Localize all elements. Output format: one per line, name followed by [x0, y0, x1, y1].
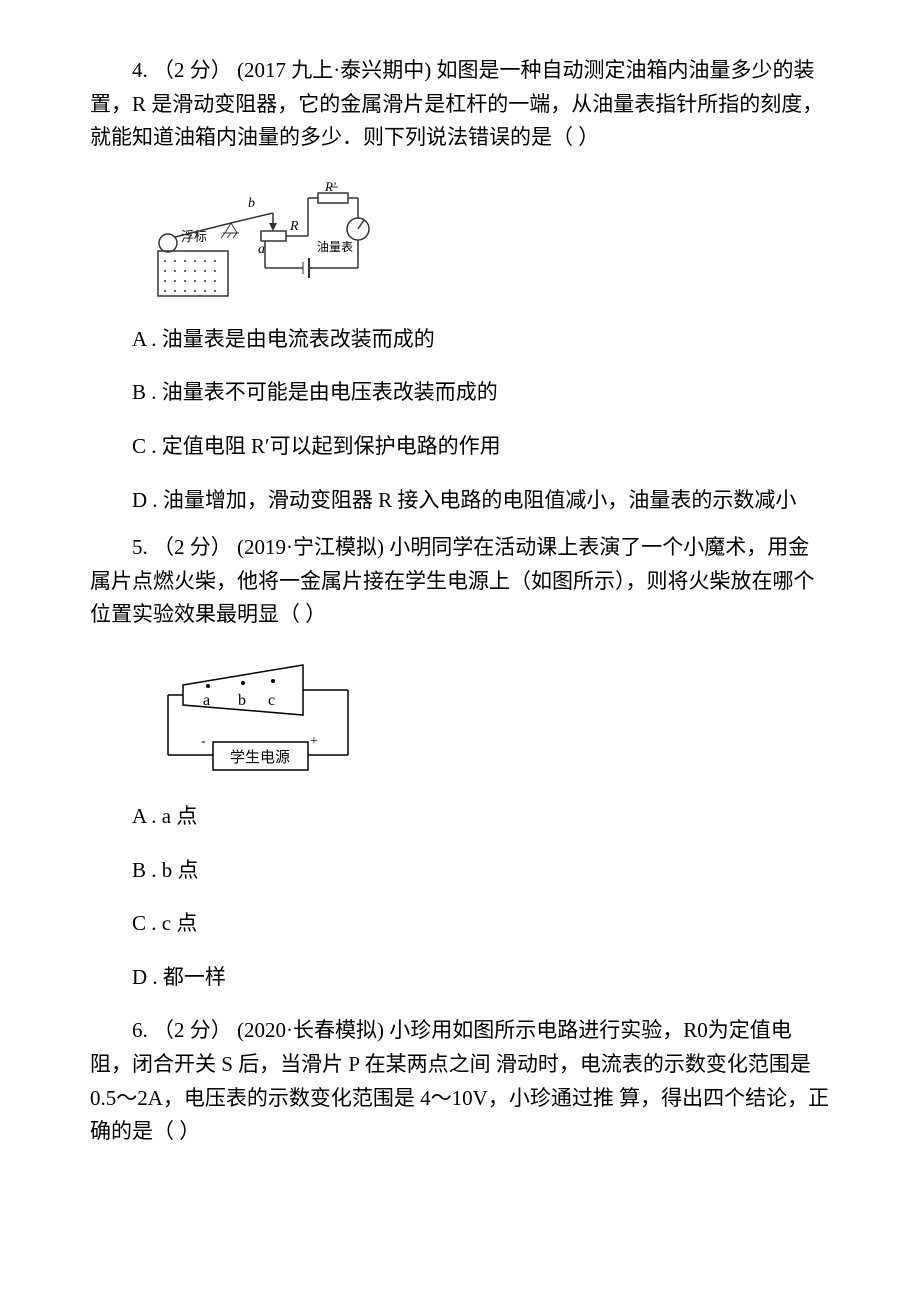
- q5-option-b: B . b 点: [90, 854, 830, 888]
- label-source: 学生电源: [230, 749, 290, 766]
- label-c: c: [268, 692, 275, 709]
- label-gauge: 油量表: [317, 240, 353, 254]
- q4-stem: 4. （2 分） (2017 九上·泰兴期中) 如图是一种自动测定油箱内油量多少…: [90, 54, 830, 155]
- label-Rp: R': [324, 179, 336, 194]
- label-a: a: [258, 242, 265, 257]
- label-b: b: [248, 196, 255, 211]
- q4-figure: 浮标 b R a R' 油量表: [153, 173, 830, 303]
- q4-option-d: D . 油量增加，滑动变阻器 R 接入电路的电阻值减小，油量表的示数减小: [90, 484, 830, 518]
- label-minus: -: [201, 734, 206, 749]
- q4-option-a: A . 油量表是由电流表改装而成的: [90, 323, 830, 357]
- q5-stem: 5. （2 分） (2019·宁江模拟) 小明同学在活动课上表演了一个小魔术，用…: [90, 531, 830, 632]
- label-plus: +: [310, 734, 318, 749]
- label-R: R: [289, 219, 299, 234]
- q5-option-d: D . 都一样: [90, 961, 830, 995]
- q4-option-b: B . 油量表不可能是由电压表改装而成的: [90, 376, 830, 410]
- label-b: b: [238, 692, 246, 709]
- q5-option-a: A . a 点: [90, 800, 830, 834]
- q4-option-c: C . 定值电阻 R′可以起到保护电路的作用: [90, 430, 830, 464]
- q5-option-c: C . c 点: [90, 907, 830, 941]
- q5-figure: a b c - + 学生电源: [153, 650, 830, 780]
- label-a: a: [203, 692, 210, 709]
- label-float: 浮标: [181, 229, 207, 244]
- q6-stem: 6. （2 分） (2020·长春模拟) 小珍用如图所示电路进行实验，R0为定值…: [90, 1014, 830, 1148]
